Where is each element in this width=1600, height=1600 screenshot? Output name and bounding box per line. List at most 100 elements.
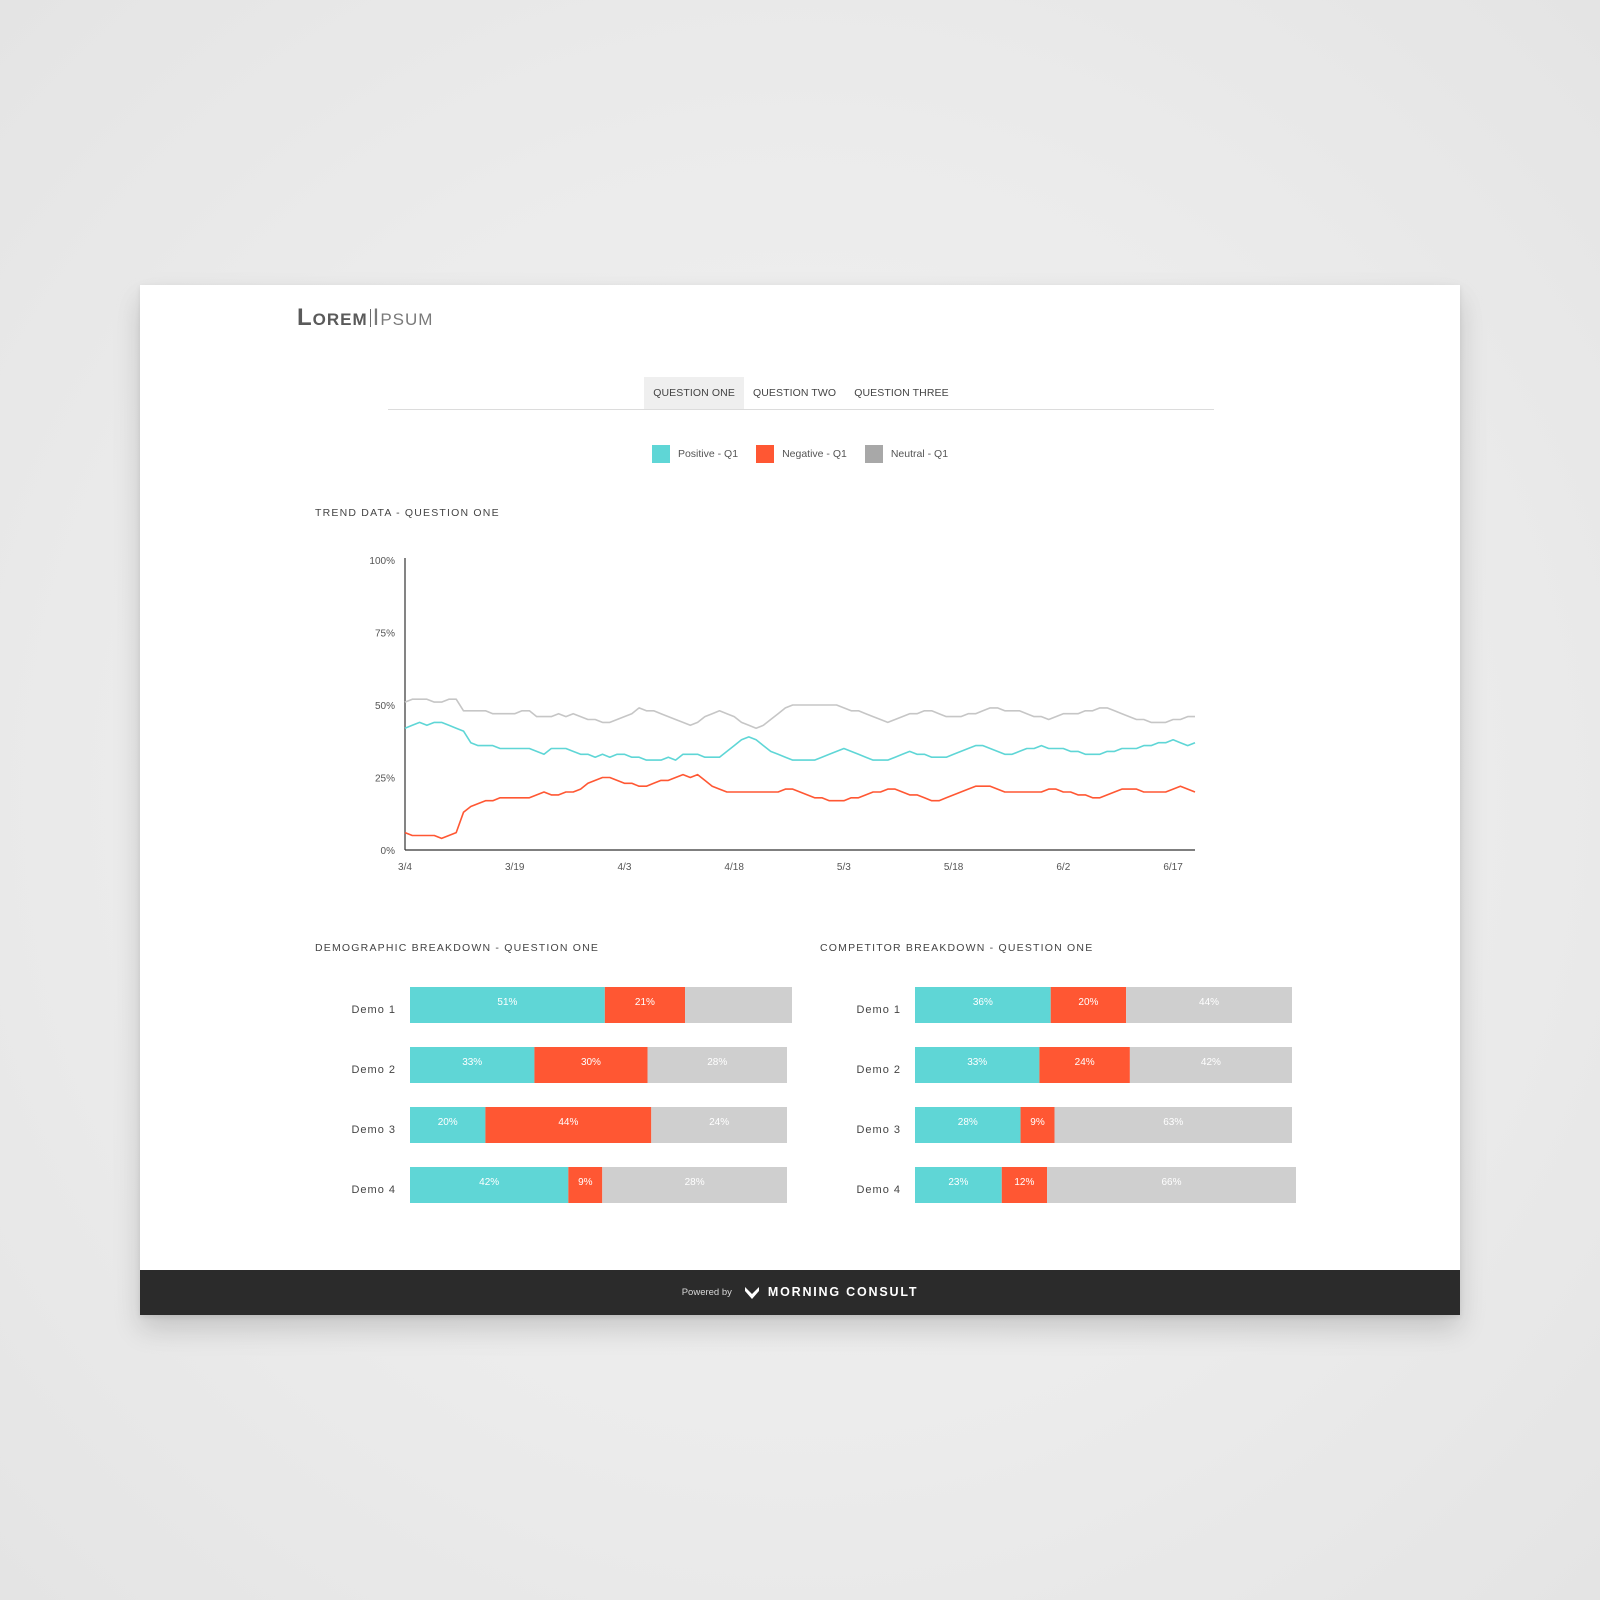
legend-swatch-neutral (864, 445, 883, 463)
bar-segment-positive (915, 1107, 1021, 1143)
bar-data-label: 44% (558, 1117, 578, 1128)
logo-part-1: Lorem (297, 304, 368, 331)
demographic-chart: Demo 1 51% 21% Demo 2 33% 30% 28% Demo 3 20% 44% 2… (351, 987, 792, 1203)
logo-divider (369, 309, 371, 327)
bar-segment-positive (410, 1167, 569, 1203)
bar-data-label: 33% (967, 1057, 987, 1068)
x-tick-label: 5/3 (837, 862, 851, 873)
bar-segment-negative (1050, 987, 1127, 1023)
bar-segment-neutral (1129, 1047, 1292, 1083)
bar-data-label: 12% (1014, 1177, 1034, 1188)
series-line-negative (404, 773, 1196, 840)
y-tick-label: 0% (381, 846, 396, 857)
trend-chart: 0% 25% 50% 75% 100% 3/4 3/19 4/3 4/18 5/3 5/18 6/2 6… (369, 556, 1196, 873)
bar-data-label: 9% (1030, 1117, 1045, 1128)
demographic-title: DEMOGRAPHIC BREAKDOWN - QUESTION ONE (315, 942, 600, 954)
legend-swatch-positive (651, 445, 670, 463)
bar-segment-positive (410, 1107, 486, 1143)
bar-data-label: 28% (707, 1057, 727, 1068)
category-label: Demo 4 (351, 1184, 396, 1196)
bar-segment-neutral (1054, 1107, 1292, 1143)
y-tick-label: 75% (375, 629, 395, 640)
logo-part-2: Ipsum (372, 304, 434, 331)
logo: Lorem Ipsum (297, 304, 433, 332)
bar-data-label: 36% (973, 997, 993, 1008)
bar-data-label: 30% (581, 1057, 601, 1068)
category-label: Demo 2 (856, 1064, 901, 1076)
series-line-neutral (404, 698, 1195, 729)
tab-question-two[interactable]: QUESTION TWO (752, 387, 837, 399)
category-label: Demo 3 (351, 1124, 396, 1136)
x-tick-label: 4/3 (617, 862, 631, 873)
bar-data-label: 20% (438, 1117, 458, 1128)
category-label: Demo 1 (351, 1004, 396, 1016)
bar-segment-neutral (647, 1047, 787, 1083)
dashboard-card: Lorem Ipsum QUESTION ONE QUESTION TWO QUEST… (140, 285, 1460, 1315)
legend-item-neutral: Neutral - Q1 (864, 445, 949, 463)
bar-segment-positive (915, 1047, 1040, 1083)
bar-segment-negative (1039, 1047, 1130, 1083)
legend-swatch-negative (756, 445, 775, 463)
brand-name: MORNING CONSULT (767, 1285, 919, 1299)
x-tick-label: 3/4 (398, 862, 412, 873)
bar-data-label: 28% (958, 1117, 978, 1128)
morning-consult-logo-icon (744, 1286, 759, 1299)
bar-segment-neutral (685, 987, 792, 1023)
bar-segment-negative (568, 1167, 603, 1203)
bar-segment-negative (1001, 1167, 1048, 1203)
competitor-chart: Demo 1 36% 20% 44% Demo 2 33% 24% 42% Demo 3 28% 9… (856, 987, 1296, 1203)
series-line-positive (404, 721, 1196, 761)
x-tick-label: 6/17 (1163, 862, 1183, 873)
bar-segment-neutral (1126, 987, 1292, 1023)
question-tabs: QUESTION ONE QUESTION TWO QUESTION THREE (388, 377, 1214, 410)
legend-label-negative: Negative - Q1 (782, 448, 847, 460)
bar-data-label: 33% (462, 1057, 482, 1068)
legend-item-positive: Positive - Q1 (651, 445, 739, 463)
x-tick-label: 4/18 (724, 862, 744, 873)
category-label: Demo 4 (856, 1184, 901, 1196)
category-label: Demo 2 (351, 1064, 396, 1076)
bar-segment-positive (410, 987, 605, 1023)
bar-segment-positive (915, 987, 1051, 1023)
bar-data-label: 66% (1162, 1177, 1182, 1188)
bar-data-label: 23% (948, 1177, 968, 1188)
x-tick-label: 3/19 (505, 862, 525, 873)
y-tick-label: 100% (369, 556, 395, 567)
legend-item-negative: Negative - Q1 (756, 445, 847, 463)
bar-segment-positive (915, 1167, 1002, 1203)
legend-label-positive: Positive - Q1 (677, 448, 739, 460)
bar-data-label: 21% (635, 997, 655, 1008)
bar-segment-negative (485, 1107, 652, 1143)
bar-data-label: 42% (1201, 1057, 1221, 1068)
bar-segment-neutral (1047, 1167, 1296, 1203)
tab-question-three[interactable]: QUESTION THREE (854, 387, 949, 399)
bar-data-label: 44% (1199, 997, 1219, 1008)
legend: Positive - Q1 Negative - Q1 Neutral - Q1 (140, 445, 1460, 463)
bar-segment-neutral (651, 1107, 787, 1143)
bar-data-label: 28% (685, 1177, 705, 1188)
bar-segment-neutral (602, 1167, 787, 1203)
category-label: Demo 3 (856, 1124, 901, 1136)
x-tick-label: 6/2 (1056, 862, 1070, 873)
bar-segment-negative (604, 987, 686, 1023)
tab-question-one[interactable]: QUESTION ONE (644, 377, 744, 409)
category-label: Demo 1 (856, 1004, 901, 1016)
y-tick-label: 25% (375, 774, 395, 785)
bar-data-label: 20% (1078, 997, 1098, 1008)
legend-label-neutral: Neutral - Q1 (890, 448, 949, 460)
footer: Powered by MORNING CONSULT (140, 1270, 1460, 1315)
bar-data-label: 51% (497, 997, 517, 1008)
bar-data-label: 9% (578, 1177, 593, 1188)
powered-by-text: Powered by (681, 1287, 732, 1298)
bar-data-label: 42% (479, 1177, 499, 1188)
bar-data-label: 63% (1163, 1117, 1183, 1128)
bar-segment-positive (410, 1047, 535, 1083)
bar-segment-negative (1020, 1107, 1055, 1143)
bar-data-label: 24% (1075, 1057, 1095, 1068)
x-tick-label: 5/18 (944, 862, 964, 873)
bar-data-label: 24% (709, 1117, 729, 1128)
y-tick-label: 50% (375, 701, 395, 712)
competitor-title: COMPETITOR BREAKDOWN - QUESTION ONE (820, 942, 1094, 954)
bar-segment-negative (534, 1047, 648, 1083)
trend-title: TREND DATA - QUESTION ONE (315, 507, 500, 519)
